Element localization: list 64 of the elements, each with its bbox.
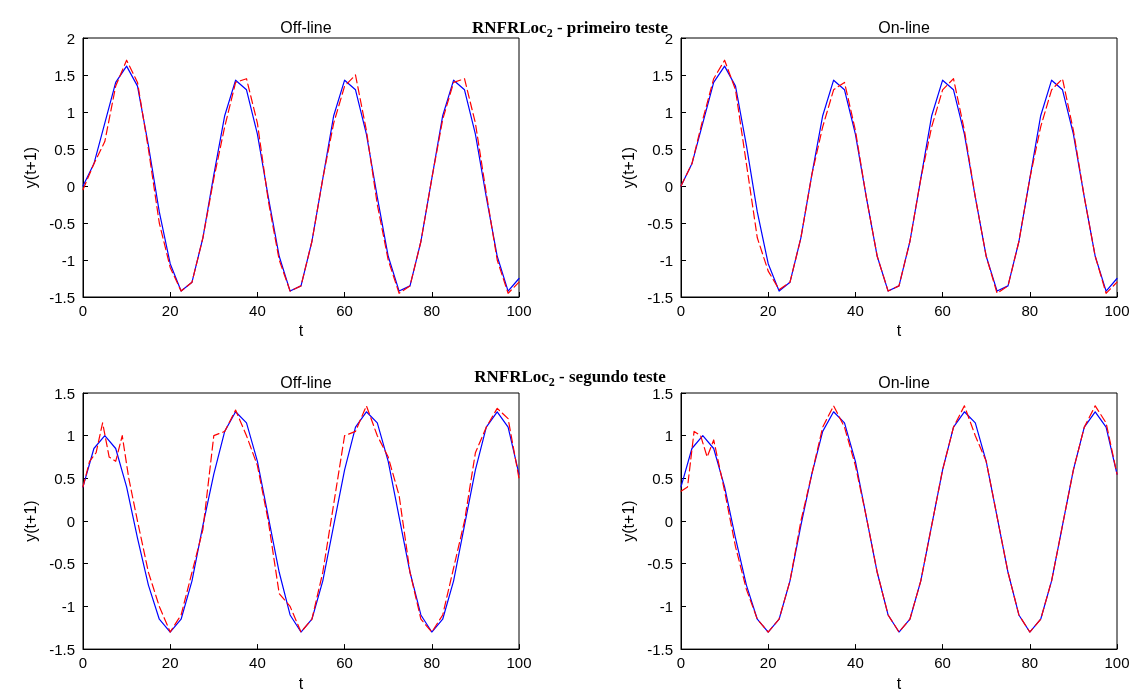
y-axis-title: y(t+1) — [21, 146, 39, 189]
x-tick-label: 0 — [78, 654, 88, 672]
x-axis-title: t — [896, 674, 902, 692]
y-tick-label: 1 — [664, 103, 673, 121]
x-tick-label: 20 — [759, 654, 777, 672]
y-tick-label: 0.5 — [54, 469, 75, 487]
x-tick-label: 20 — [759, 302, 777, 319]
x-tick-label: 100 — [506, 302, 532, 319]
y-tick-label: -1 — [659, 597, 673, 615]
x-tick-label: 80 — [1021, 302, 1039, 319]
y-axis-title: y(t+1) — [619, 146, 637, 189]
y-tick-label: -1 — [61, 251, 75, 269]
y-tick-label: -1.5 — [49, 288, 75, 306]
x-tick-label: 80 — [1021, 654, 1039, 672]
y-tick-label: 0 — [66, 177, 75, 195]
chart-title: On-line — [878, 18, 930, 36]
x-tick-label: 100 — [1104, 302, 1130, 319]
x-axis-title: t — [298, 674, 304, 692]
x-tick-label: 80 — [423, 302, 441, 319]
chart-title: Off-line — [280, 373, 332, 391]
x-tick-label: 80 — [423, 654, 441, 672]
y-tick-label: 0 — [66, 512, 75, 530]
x-tick-label: 0 — [78, 302, 88, 319]
y-tick-label: 1.5 — [54, 66, 75, 84]
x-tick-label: 40 — [847, 302, 864, 319]
x-axis-title: t — [896, 322, 902, 340]
y-tick-label: -1 — [61, 597, 75, 615]
y-tick-label: 1.5 — [652, 66, 673, 84]
y-tick-label: 0 — [664, 512, 673, 530]
x-tick-label: 60 — [934, 302, 951, 319]
y-tick-label: -0.5 — [49, 555, 75, 573]
x-tick-label: 40 — [249, 654, 266, 672]
y-tick-label: -1 — [659, 251, 673, 269]
x-tick-label: 40 — [847, 654, 864, 672]
chart-title: Off-line — [280, 18, 332, 36]
y-tick-label: -1.5 — [647, 640, 673, 658]
x-tick-label: 100 — [506, 654, 532, 672]
y-tick-label: 2 — [66, 29, 75, 47]
x-tick-label: 60 — [336, 654, 353, 672]
x-tick-label: 0 — [676, 654, 686, 672]
y-axis-title: y(t+1) — [619, 500, 637, 542]
x-tick-label: 0 — [676, 302, 686, 319]
y-tick-label: 1.5 — [54, 384, 75, 402]
x-tick-label: 20 — [161, 302, 179, 319]
y-tick-label: -0.5 — [647, 555, 673, 573]
y-tick-label: 1 — [664, 427, 673, 445]
x-tick-label: 60 — [336, 302, 353, 319]
y-tick-label: 1 — [66, 103, 75, 121]
y-tick-label: -1.5 — [49, 640, 75, 658]
x-tick-label: 100 — [1104, 654, 1130, 672]
x-tick-label: 40 — [249, 302, 266, 319]
y-tick-label: 0.5 — [652, 469, 673, 487]
y-tick-label: -0.5 — [49, 214, 75, 232]
y-tick-label: -0.5 — [647, 214, 673, 232]
y-axis-title: y(t+1) — [21, 500, 39, 542]
y-tick-label: 1 — [66, 427, 75, 445]
x-tick-label: 20 — [161, 654, 179, 672]
x-tick-label: 60 — [934, 654, 951, 672]
y-tick-label: 0 — [664, 177, 673, 195]
x-axis-title: t — [298, 322, 304, 340]
y-tick-label: 0.5 — [54, 140, 75, 158]
y-tick-label: -1.5 — [647, 288, 673, 306]
chart-title: On-line — [878, 373, 930, 391]
y-tick-label: 0.5 — [652, 140, 673, 158]
